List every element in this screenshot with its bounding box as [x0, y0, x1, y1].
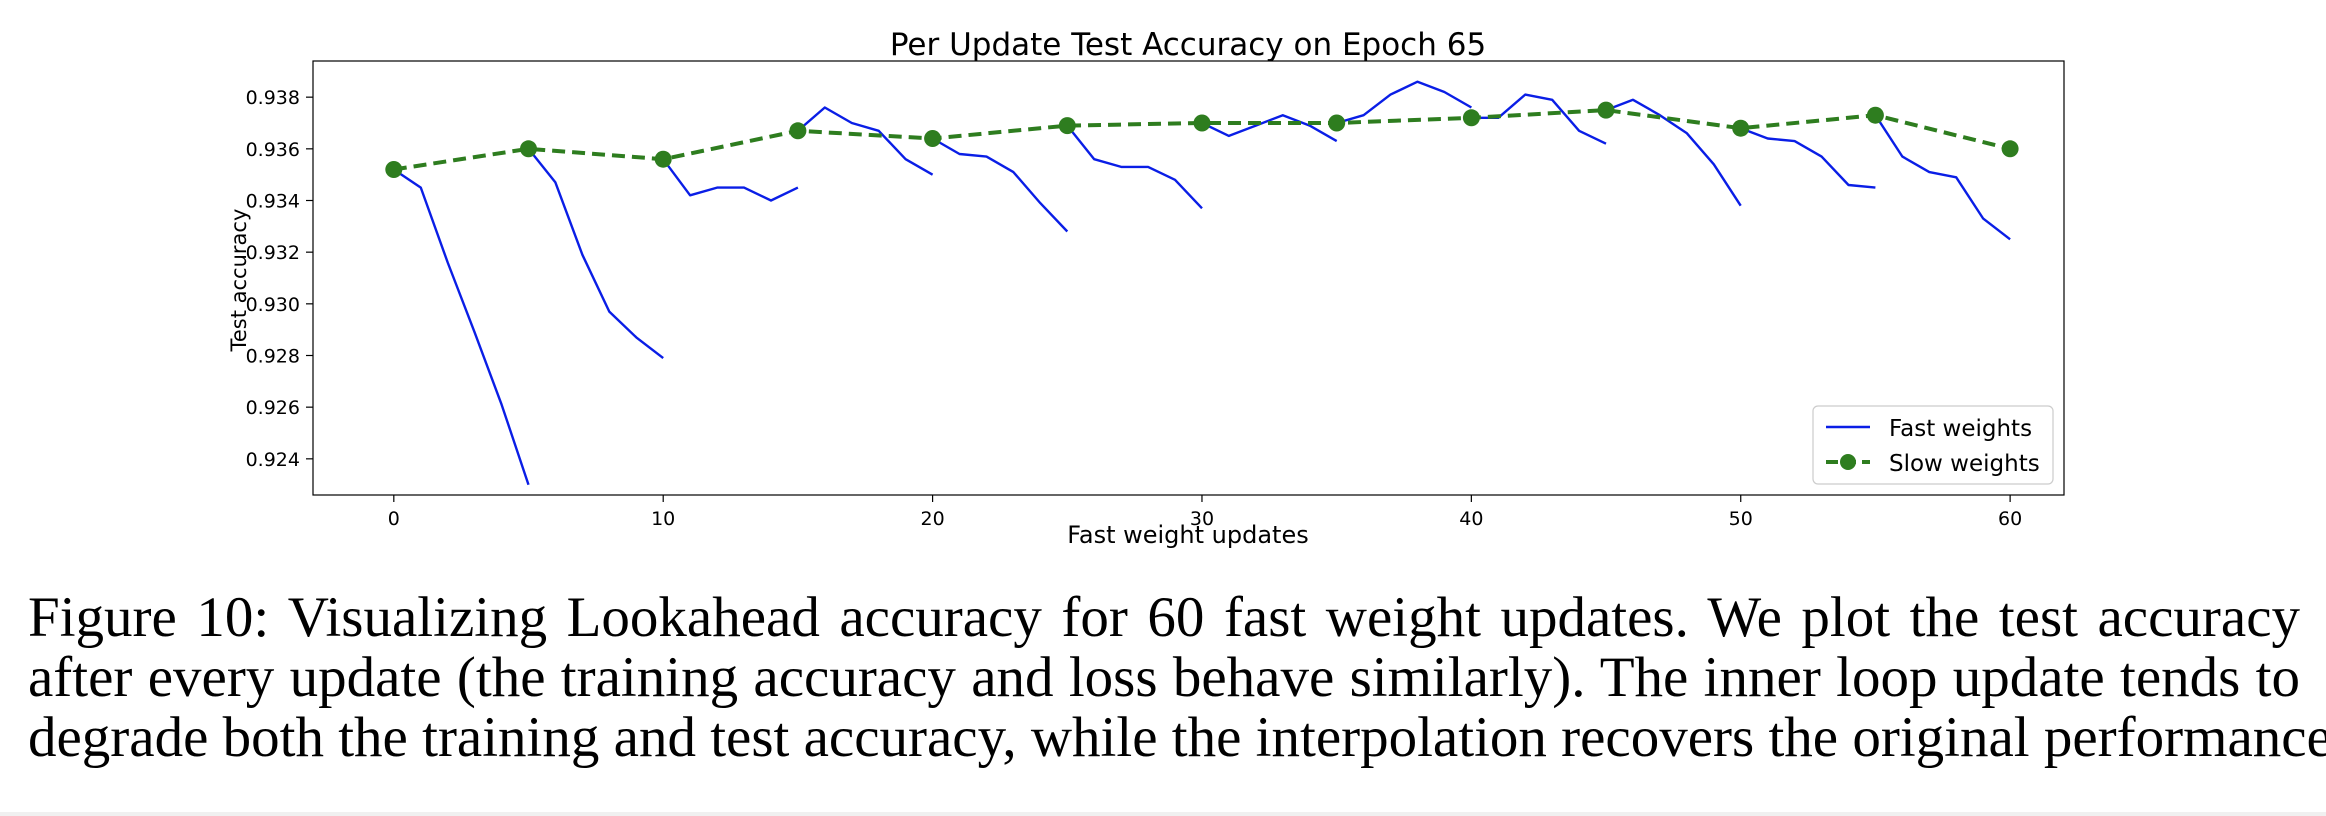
x-tick-label: 50: [1729, 508, 1753, 530]
y-tick-label: 0.926: [246, 397, 300, 419]
legend-box: [1812, 405, 2054, 485]
y-tick-label: 0.928: [246, 346, 300, 368]
y-tick-label: 0.934: [246, 191, 300, 213]
y-tick-label: 0.936: [246, 139, 300, 161]
x-tick-label: 60: [1998, 508, 2022, 530]
caption-line-2: after every update (the training accurac…: [28, 646, 2300, 709]
x-tick-label: 20: [920, 508, 944, 530]
y-tick-label: 0.930: [246, 294, 300, 316]
x-axis-ticks: 0 10 20 30 40 50 60: [388, 495, 2022, 530]
slow-weights-point: [654, 150, 672, 168]
slow-weights-point: [1732, 119, 1750, 137]
slow-weights-series: [385, 101, 2019, 178]
fast-weights-line-segment: [1740, 127, 1876, 189]
x-tick-label: 40: [1459, 508, 1483, 530]
plot-area-frame: [312, 60, 2065, 496]
fast-weights-line-segment: [662, 158, 799, 202]
y-tick-label: 0.938: [246, 87, 300, 109]
fast-weights-line-segment: [1605, 98, 1742, 207]
slow-weights-point: [1462, 109, 1480, 127]
slow-weights-point: [924, 130, 942, 147]
legend: Fast weights Slow weights: [1812, 405, 2054, 485]
caption-line-3: degrade both the training and test accur…: [28, 706, 2326, 769]
slow-weights-point: [1058, 117, 1076, 135]
fast-weights-line-segment: [932, 137, 1069, 233]
slow-weights-point: [789, 122, 807, 140]
figure-caption: Figure 10: Visualizing Lookahead accurac…: [28, 586, 2326, 769]
page-bottom-rule: [0, 812, 2326, 816]
slow-weights-point: [520, 140, 537, 158]
fast-weights-line-segment: [1201, 113, 1338, 143]
slow-weights-point: [2001, 140, 2019, 158]
legend-fast-weights-label: Fast weights: [1889, 416, 2032, 442]
x-axis-label: Fast weight updates: [1067, 521, 1308, 549]
slow-weights-point: [1597, 101, 1615, 119]
fast-weights-series: [393, 80, 2011, 486]
slow-weights-point: [1328, 114, 1346, 132]
slow-weights-point: [1866, 106, 1884, 124]
y-axis-ticks: 0.924 0.926 0.928 0.930 0.932 0.934 0.936 0.938: [246, 87, 313, 471]
line-chart: Per Update Test Accuracy on Epoch 65 0 10…: [227, 27, 2065, 549]
fast-weights-line-segment: [1066, 124, 1203, 210]
fast-weights-line-segment: [393, 168, 530, 486]
fast-weights-line-segment: [527, 148, 664, 360]
x-tick-label: 10: [651, 508, 675, 530]
chart-title: Per Update Test Accuracy on Epoch 65: [890, 27, 1486, 63]
y-tick-label: 0.932: [246, 242, 300, 264]
x-tick-label: 30: [1190, 508, 1214, 530]
slow-weights-point: [1193, 114, 1211, 132]
y-tick-label: 0.924: [246, 449, 300, 471]
fast-weights-line-segment: [797, 106, 934, 176]
y-axis-label: Test accuracy: [227, 209, 251, 353]
fast-weights-line-segment: [1471, 93, 1607, 145]
fast-weights-line-segment: [1336, 80, 1472, 125]
caption-line-1: Figure 10: Visualizing Lookahead accurac…: [28, 586, 2300, 649]
legend-slow-weights-label: Slow weights: [1889, 451, 2040, 477]
x-tick-label: 0: [388, 508, 400, 530]
legend-slow-weights-marker: [1840, 454, 1856, 470]
fast-weights-line-segment: [1874, 114, 2011, 241]
slow-weights-point: [385, 161, 403, 178]
